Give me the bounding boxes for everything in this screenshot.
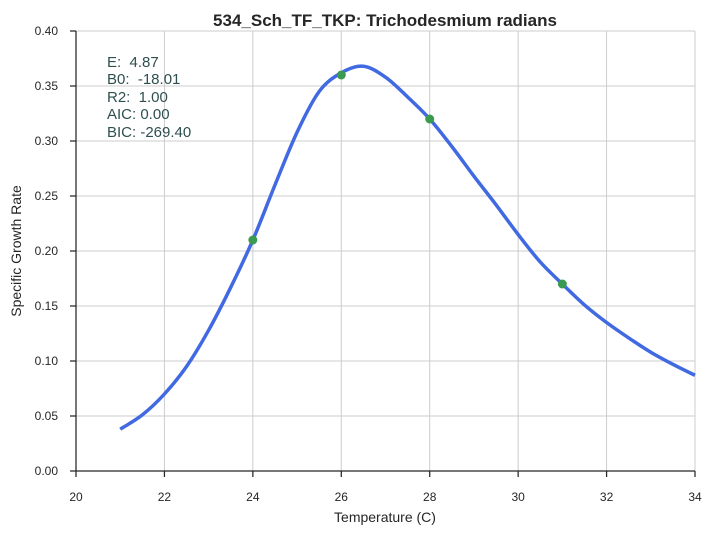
- y-tick-label: 0.25: [35, 189, 59, 203]
- observed-points: [248, 70, 567, 289]
- x-tick-label: 34: [688, 490, 702, 504]
- data-point: [425, 114, 435, 124]
- data-point: [248, 235, 258, 245]
- x-tick-label: 30: [511, 490, 525, 504]
- stat-bic: BIC: -269.40: [107, 124, 191, 141]
- y-tick-label: 0.20: [35, 244, 59, 258]
- x-tick-label: 28: [423, 490, 437, 504]
- chart-title: 534_Sch_TF_TKP: Trichodesmium radians: [213, 11, 557, 30]
- y-tick-label: 0.05: [35, 409, 59, 423]
- y-tick-label: 0.40: [35, 24, 59, 38]
- y-tick-label: 0.10: [35, 354, 59, 368]
- stat-b0: B0: -18.01: [107, 71, 180, 88]
- stat-r2: R2: 1.00: [107, 89, 168, 106]
- y-axis-ticks: 0.00 0.05 0.10 0.15 0.20 0.25 0.30 0.35 0.40: [35, 24, 76, 478]
- x-tick-label: 32: [600, 490, 614, 504]
- x-tick-label: 22: [158, 490, 172, 504]
- data-point: [336, 70, 346, 80]
- x-axis-ticks: 20 22 24 26 28 30 32 34: [69, 471, 702, 504]
- x-axis-title: Temperature (C): [334, 509, 436, 525]
- x-tick-label: 24: [246, 490, 260, 504]
- x-tick-label: 26: [335, 490, 349, 504]
- grid-lines: [76, 30, 696, 471]
- fitted-curve-line: [119, 64, 696, 431]
- y-tick-label: 0.35: [35, 79, 59, 93]
- y-tick-label: 0.00: [35, 464, 59, 478]
- y-axis-title: Specific Growth Rate: [8, 185, 24, 317]
- x-tick-label: 20: [69, 490, 83, 504]
- stat-e: E: 4.87: [107, 54, 159, 71]
- fit-statistics: E: 4.87 B0: -18.01 R2: 1.00 AIC: 0.00 BI…: [107, 54, 191, 141]
- data-point: [557, 279, 567, 289]
- y-tick-label: 0.30: [35, 134, 59, 148]
- stat-aic: AIC: 0.00: [107, 106, 170, 123]
- y-tick-label: 0.15: [35, 299, 59, 313]
